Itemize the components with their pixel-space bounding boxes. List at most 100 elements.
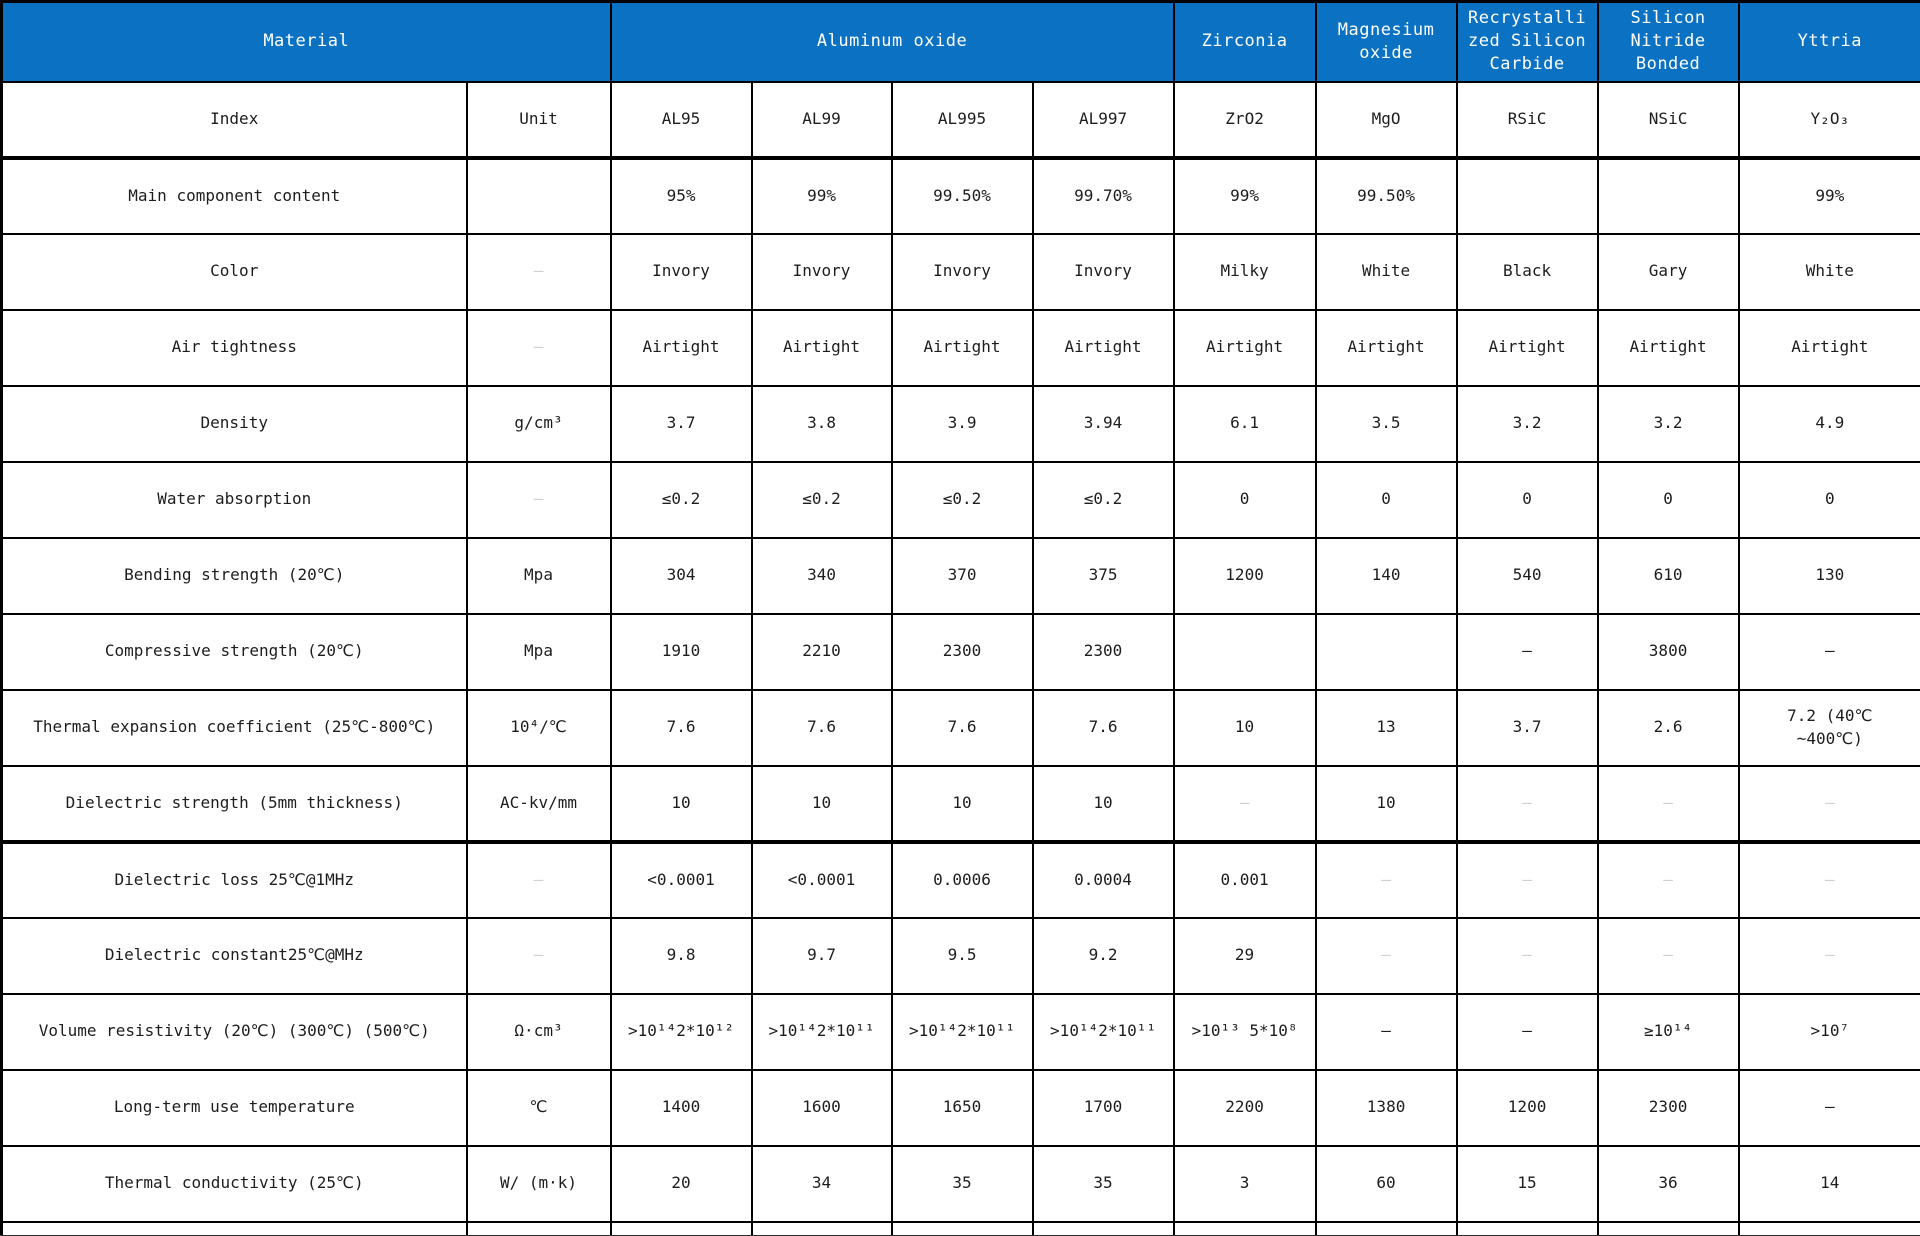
value-cell: –	[1314, 992, 1458, 1071]
value-cell: 3	[1172, 1144, 1317, 1223]
row-compressive-strength: Compressive strength (20℃) Mpa 1910 2210 230…	[0, 612, 1920, 691]
value-cell: 0.0004	[1031, 840, 1175, 919]
value-cell: >10¹⁴2*10¹¹	[750, 992, 893, 1071]
header-cell-5: Silicon Nitride Bonded	[1596, 0, 1740, 83]
value-cell: 15	[1455, 1144, 1599, 1223]
value-cell: 3.7	[1455, 688, 1599, 767]
value-cell: 20	[609, 1144, 753, 1223]
header-cell-0: Material	[0, 0, 612, 83]
value-cell: –	[1596, 764, 1740, 844]
row-label: Thermal conductivity (25℃)	[0, 1144, 468, 1223]
unit-cell: –	[465, 232, 612, 311]
unit-cell	[465, 1220, 612, 1236]
value-cell: –	[1172, 764, 1317, 844]
value-cell: 99%	[1737, 156, 1920, 235]
value-cell: 9.5	[890, 916, 1034, 995]
value-cell: 35	[1031, 1144, 1175, 1223]
value-cell: Airtight	[1737, 308, 1920, 387]
value-cell	[1172, 612, 1317, 691]
unit-cell: –	[465, 308, 612, 387]
value-cell: 340	[750, 536, 893, 615]
value-cell: 1200	[1455, 1068, 1599, 1147]
value-cell: Airtight	[1172, 308, 1317, 387]
value-cell: 3.5	[1314, 384, 1458, 463]
value-cell: ZrO2	[1172, 80, 1317, 160]
value-cell: 0.001	[1172, 840, 1317, 919]
row-index: Index Unit AL95 AL99 AL995 AL997 ZrO2 MgO RSiC NS…	[0, 80, 1920, 160]
value-cell: 1650	[890, 1068, 1034, 1147]
value-cell: 2300	[1596, 1068, 1740, 1147]
value-cell: 375	[1031, 536, 1175, 615]
value-cell: >10⁷	[1737, 992, 1920, 1071]
value-cell: 0	[1172, 460, 1317, 539]
value-cell: Airtight	[1596, 308, 1740, 387]
row-label: Color	[0, 232, 468, 311]
row-thermal-conductivity: Thermal conductivity (25℃) W/ (m·k) 20 34 35…	[0, 1144, 1920, 1223]
value-cell: –	[1455, 992, 1599, 1071]
value-cell: 2200	[1172, 1068, 1317, 1147]
row-air-tightness: Air tightness – Airtight Airtight Airtight Ai…	[0, 308, 1920, 387]
value-cell: 1600	[750, 1068, 893, 1147]
value-cell: 7.6	[1031, 688, 1175, 767]
row-label: Dielectric loss 25℃@1MHz	[0, 840, 468, 919]
row-long-term-use-temperature: Long-term use temperature ℃ 1400 1600 1650 17…	[0, 1068, 1920, 1147]
value-cell: –	[1737, 916, 1920, 995]
value-cell: ≤0.2	[890, 460, 1034, 539]
value-cell: <0.0001	[609, 840, 753, 919]
value-cell	[1596, 156, 1740, 235]
value-cell: 2.6	[1596, 688, 1740, 767]
value-cell: 10	[1172, 688, 1317, 767]
value-cell: 9.8	[609, 916, 753, 995]
value-cell: 10	[1031, 764, 1175, 844]
value-cell: Invory	[890, 232, 1034, 311]
value-cell: 0	[1314, 460, 1458, 539]
value-cell: ≤0.2	[609, 460, 753, 539]
unit-cell: W/ (m·k)	[465, 1144, 612, 1223]
value-cell: Airtight	[1455, 308, 1599, 387]
value-cell: 10	[750, 764, 893, 844]
unit-cell: g/cm³	[465, 384, 612, 463]
value-cell: 13	[1314, 688, 1458, 767]
value-cell: 14	[1737, 1144, 1920, 1223]
value-cell: 9.2	[1031, 916, 1175, 995]
value-cell: 2210	[750, 612, 893, 691]
value-cell: 35	[890, 1144, 1034, 1223]
value-cell: AL99	[750, 80, 893, 160]
value-cell: 610	[1596, 536, 1740, 615]
value-cell: Y₂O₃	[1737, 80, 1920, 160]
value-cell: White	[1314, 232, 1458, 311]
value-cell: 10	[1314, 764, 1458, 844]
row-water-absorption: Water absorption – ≤0.2 ≤0.2 ≤0.2 ≤0.2 0 0 0 0 0	[0, 460, 1920, 539]
value-cell: Airtight	[609, 308, 753, 387]
value-cell: 1400	[609, 1068, 753, 1147]
row-label: Dielectric constant25℃@MHz	[0, 916, 468, 995]
value-cell	[1031, 1220, 1175, 1236]
value-cell: >10¹⁴2*10¹²	[609, 992, 753, 1071]
unit-cell: Mpa	[465, 612, 612, 691]
value-cell: 4.9	[1737, 384, 1920, 463]
value-cell: 10	[609, 764, 753, 844]
value-cell: –	[1455, 916, 1599, 995]
value-cell: Airtight	[750, 308, 893, 387]
value-cell: Invory	[1031, 232, 1175, 311]
value-cell: 3.94	[1031, 384, 1175, 463]
value-cell: 1700	[1031, 1068, 1175, 1147]
value-cell	[750, 1220, 893, 1236]
unit-cell: Unit	[465, 80, 612, 160]
table-header: Material Aluminum oxide Zirconia Magnesium …	[0, 0, 1920, 83]
value-cell: 304	[609, 536, 753, 615]
unit-cell: Ω·cm³	[465, 992, 612, 1071]
value-cell: Airtight	[890, 308, 1034, 387]
value-cell: 3.7	[609, 384, 753, 463]
row-density: Density g/cm³ 3.7 3.8 3.9 3.94 6.1 3.5 3.2 3.2 4.9	[0, 384, 1920, 463]
value-cell: 2300	[1031, 612, 1175, 691]
value-cell: 140	[1314, 536, 1458, 615]
row-volume-resistivity: Volume resistivity (20℃) (300℃) (500℃) Ω·…	[0, 992, 1920, 1071]
value-cell: –	[1455, 840, 1599, 919]
value-cell: 1380	[1314, 1068, 1458, 1147]
row-label: Volume resistivity (20℃) (300℃) (500℃)	[0, 992, 468, 1071]
value-cell	[1737, 1220, 1920, 1236]
header-cell-3: Magnesium oxide	[1314, 0, 1458, 83]
value-cell	[609, 1220, 753, 1236]
value-cell: –	[1314, 916, 1458, 995]
